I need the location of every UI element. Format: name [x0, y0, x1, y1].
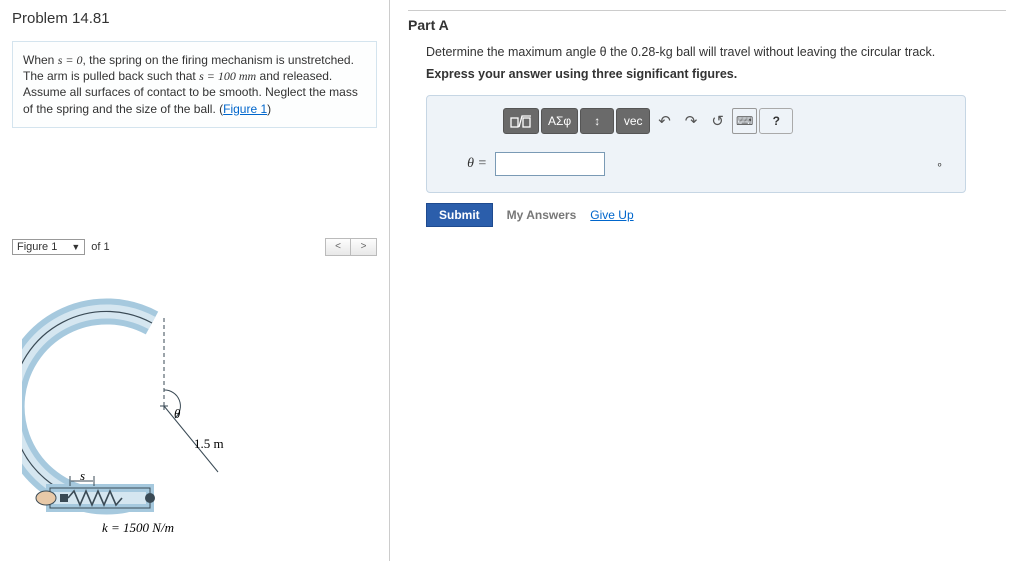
answer-input[interactable]	[495, 152, 605, 176]
divider	[408, 10, 1006, 11]
reset-button[interactable]: ↺	[705, 108, 730, 134]
figure-prev-button[interactable]: <	[325, 238, 351, 256]
theta-equals-label: θ =	[443, 156, 495, 172]
problem-title: Problem 14.81	[12, 10, 377, 27]
figure-next-button[interactable]: >	[351, 238, 377, 256]
text: When	[23, 53, 58, 67]
instruction-text: Express your answer using three signific…	[426, 67, 1006, 81]
paren-close: )	[267, 102, 271, 116]
help-button[interactable]: ?	[759, 108, 793, 134]
answer-row: θ = ∘	[443, 152, 949, 176]
figure-link[interactable]: Figure 1	[223, 102, 267, 116]
undo-button[interactable]: ↶	[652, 108, 677, 134]
part-heading: Part A	[408, 17, 1006, 33]
var-s0: s = 0	[58, 53, 83, 67]
chevron-down-icon: ▼	[71, 242, 80, 252]
subscript-button[interactable]: ↕	[580, 108, 614, 134]
figure-image: θ 1.5 m s k = 1500 N/m	[12, 264, 377, 558]
figure-selector[interactable]: Figure 1 ▼	[12, 239, 85, 255]
spring-k-label: k = 1500 N/m	[102, 520, 174, 535]
figure-count: of 1	[91, 241, 109, 253]
unit-label: ∘	[936, 158, 943, 171]
keyboard-button[interactable]: ⌨	[732, 108, 757, 134]
figure-svg: θ 1.5 m s k = 1500 N/m	[22, 268, 322, 558]
right-panel: Part A Determine the maximum angle θ the…	[390, 0, 1024, 561]
my-answers-label: My Answers	[507, 208, 577, 222]
vec-button[interactable]: vec	[616, 108, 650, 134]
redo-button[interactable]: ↷	[679, 108, 704, 134]
question-text: Determine the maximum angle θ the 0.28-k…	[426, 45, 1006, 59]
radius-label: 1.5 m	[194, 436, 224, 451]
problem-statement: When s = 0, the spring on the firing mec…	[12, 41, 377, 128]
greek-button[interactable]: ΑΣφ	[541, 108, 578, 134]
give-up-link[interactable]: Give Up	[590, 208, 633, 222]
submit-row: Submit My Answers Give Up	[426, 203, 1006, 227]
var-s100: s = 100 mm	[199, 69, 256, 83]
figure-toolbar: Figure 1 ▼ of 1 < >	[12, 238, 377, 256]
templates-button[interactable]	[503, 108, 539, 134]
template-icon	[510, 113, 532, 129]
figure-selector-label: Figure 1	[17, 241, 57, 253]
theta-label: θ	[174, 406, 181, 421]
submit-button[interactable]: Submit	[426, 203, 493, 227]
left-panel: Problem 14.81 When s = 0, the spring on …	[0, 0, 390, 561]
equation-toolbar: ΑΣφ ↕ vec ↶ ↷ ↺ ⌨ ?	[503, 108, 949, 134]
answer-panel: ΑΣφ ↕ vec ↶ ↷ ↺ ⌨ ? θ = ∘	[426, 95, 966, 193]
